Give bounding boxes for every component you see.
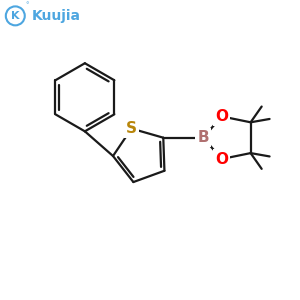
- Text: O: O: [215, 109, 228, 124]
- Text: K: K: [11, 11, 20, 21]
- Text: °: °: [26, 2, 29, 8]
- Text: S: S: [126, 121, 137, 136]
- Text: B: B: [197, 130, 209, 145]
- Text: Kuujia: Kuujia: [31, 9, 80, 23]
- Text: O: O: [215, 152, 228, 166]
